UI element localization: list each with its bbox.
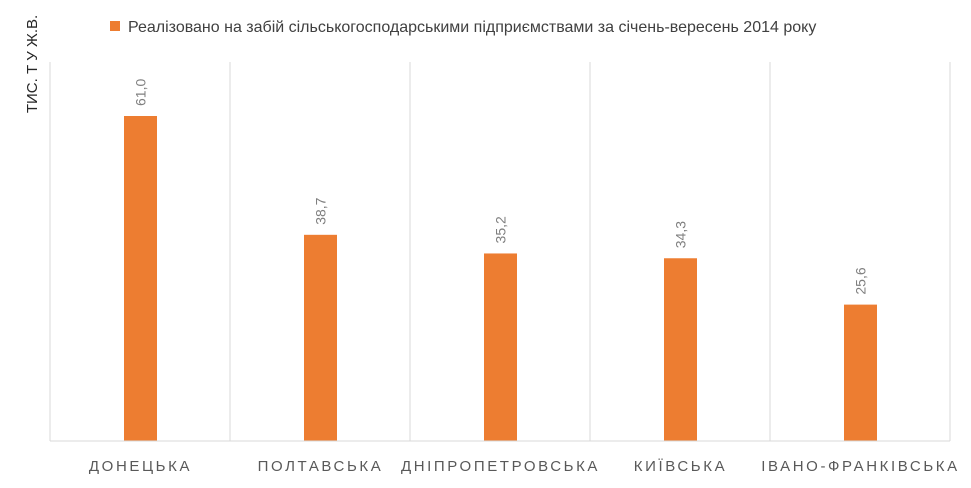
data-label: 38,7 [313, 197, 329, 224]
y-axis-label: ТИС. Т У Ж.В. [24, 15, 41, 113]
category-label: ДНІПРОПЕТРОВСЬКА [401, 458, 600, 475]
category-label: ДОНЕЦЬКА [89, 458, 192, 475]
category-label: ПОЛТАВСЬКА [258, 458, 384, 475]
legend: Реалізовано на забій сільськогосподарськ… [110, 19, 816, 36]
data-label: 61,0 [133, 79, 149, 106]
category-label: КИЇВСЬКА [634, 458, 727, 475]
legend-label: Реалізовано на забій сільськогосподарськ… [128, 19, 816, 36]
data-label: 35,2 [493, 216, 509, 243]
data-label: 25,6 [853, 267, 869, 294]
bar [304, 234, 337, 441]
gridlines [49, 62, 951, 441]
category-label: ІВАНО-ФРАНКІВСЬКА [761, 458, 959, 475]
bar [124, 116, 157, 441]
bars [124, 116, 877, 441]
bar [484, 253, 517, 441]
bar [844, 304, 877, 441]
bar [664, 258, 697, 441]
category-labels: ДОНЕЦЬКА ПОЛТАВСЬКА ДНІПРОПЕТРОВСЬКА КИЇВСЬ… [89, 458, 959, 475]
legend-swatch [110, 21, 120, 31]
data-label: 34,3 [673, 221, 689, 248]
data-labels: 61,0 38,7 35,2 34,3 25,6 [133, 79, 869, 295]
